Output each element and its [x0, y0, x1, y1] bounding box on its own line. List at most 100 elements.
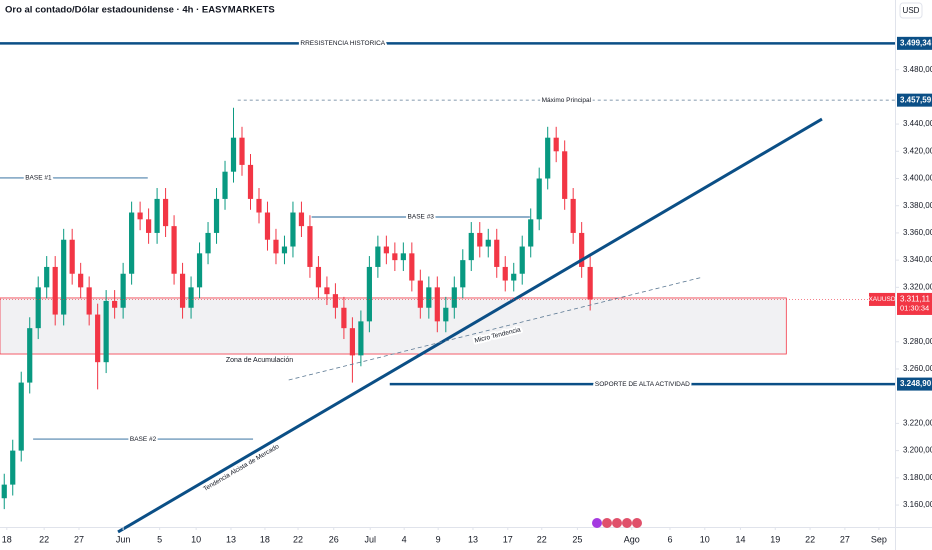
candle-body — [61, 239, 67, 315]
y-tick-label: 3.360,00 — [903, 228, 932, 237]
candle-body — [1, 484, 7, 499]
last-price-label: 3.311,11 — [900, 295, 931, 304]
candle-body — [485, 239, 491, 247]
x-tick-label: 5 — [157, 534, 162, 544]
x-tick-label: Sep — [871, 534, 887, 544]
candle-body — [383, 246, 389, 254]
candle-body — [27, 328, 33, 383]
candle-body — [426, 287, 432, 308]
candle-body — [528, 219, 534, 247]
candle-body — [18, 382, 24, 451]
candle-body — [451, 287, 457, 308]
candle-body — [443, 307, 449, 322]
level-text: SOPORTE DE ALTA ACTIVIDAD — [595, 381, 690, 388]
candle-body — [417, 280, 423, 308]
level-price-box — [897, 93, 932, 107]
candle-body — [120, 273, 126, 308]
candle-body — [230, 137, 237, 172]
candle-body — [256, 198, 262, 213]
candle-body — [366, 266, 372, 322]
level-price-label: 3.248,90 — [900, 379, 932, 388]
y-tick-label: 3.260,00 — [903, 364, 932, 373]
candle-body — [78, 273, 84, 288]
chart-title: Oro al contado/Dólar estadounidense · 4h… — [5, 5, 275, 16]
candle-body — [570, 198, 576, 233]
x-tick-label: 10 — [191, 534, 201, 544]
level-price-box — [897, 36, 932, 50]
icon[interactable] — [612, 518, 622, 528]
symbol-label: XAUUSD — [868, 296, 895, 303]
candle-body — [222, 171, 228, 199]
candle-body — [196, 253, 203, 288]
candle-body — [35, 287, 41, 329]
candle-body — [434, 287, 440, 322]
candle-body — [247, 164, 254, 199]
candle-body — [409, 253, 415, 281]
candle-body — [341, 307, 347, 329]
candle-body — [213, 198, 220, 233]
x-tick-label: 22 — [293, 534, 303, 544]
y-tick-label: 3.180,00 — [903, 473, 932, 482]
icon[interactable] — [622, 518, 632, 528]
x-tick-label: 22 — [39, 534, 49, 544]
event-icons[interactable] — [592, 518, 642, 528]
candle-body — [179, 273, 186, 308]
candle-body — [290, 212, 296, 247]
accumulation-zone — [0, 297, 787, 355]
icon[interactable] — [602, 518, 612, 528]
x-tick-label: 19 — [770, 534, 780, 544]
y-tick-label: 3.160,00 — [903, 500, 932, 509]
countdown: 01:30:34 — [900, 303, 929, 312]
x-tick-label: Ago — [624, 534, 640, 544]
icon[interactable] — [632, 518, 642, 528]
candle-body — [587, 266, 593, 300]
symbol-box — [869, 292, 895, 306]
candle-body — [205, 232, 211, 254]
y-tick-label: 3.400,00 — [903, 174, 932, 183]
x-tick-label: 9 — [436, 534, 441, 544]
x-tick-label: 18 — [260, 534, 270, 544]
candle-body — [553, 137, 559, 152]
candle-body — [129, 212, 135, 274]
y-tick-label: 3.380,00 — [903, 201, 932, 210]
x-tick-label: 18 — [2, 534, 12, 544]
candle-body — [400, 253, 406, 261]
candle-body — [468, 232, 474, 261]
y-tick-label: 3.420,00 — [903, 146, 932, 155]
segment-label: BASE #1 — [25, 175, 52, 182]
x-tick-label: 22 — [805, 534, 815, 544]
candle-body — [460, 260, 466, 288]
x-tick-label: 27 — [840, 534, 850, 544]
y-tick-label: 3.340,00 — [903, 255, 932, 264]
candle-body — [536, 178, 542, 220]
candle-body — [103, 300, 109, 363]
y-tick-label: 3.320,00 — [903, 282, 932, 291]
candle-body — [95, 314, 101, 363]
candle-body — [298, 212, 305, 227]
x-tick-label: 17 — [503, 534, 513, 544]
candle-body — [188, 287, 194, 308]
last-price-box — [897, 292, 932, 315]
x-tick-label: 6 — [667, 534, 672, 544]
candle-body — [307, 226, 313, 267]
y-tick-label: 3.480,00 — [903, 65, 932, 74]
candle-body — [239, 137, 245, 165]
trend-segment — [117, 117, 823, 534]
y-tick-label: 3.280,00 — [903, 337, 932, 346]
candle-body — [332, 294, 339, 308]
x-tick-label: 22 — [537, 534, 547, 544]
candle-body — [511, 273, 517, 281]
currency[interactable]: USD — [903, 6, 920, 15]
currency-box[interactable] — [899, 2, 923, 19]
candle-body — [477, 232, 483, 247]
candle-body — [562, 151, 568, 199]
candle-body — [324, 287, 330, 295]
candle-body — [112, 300, 118, 308]
x-tick-label: Jul — [364, 534, 376, 544]
candle-body — [281, 246, 288, 254]
candle-body — [519, 246, 525, 274]
candle-body — [86, 287, 92, 315]
icon[interactable] — [592, 518, 602, 528]
